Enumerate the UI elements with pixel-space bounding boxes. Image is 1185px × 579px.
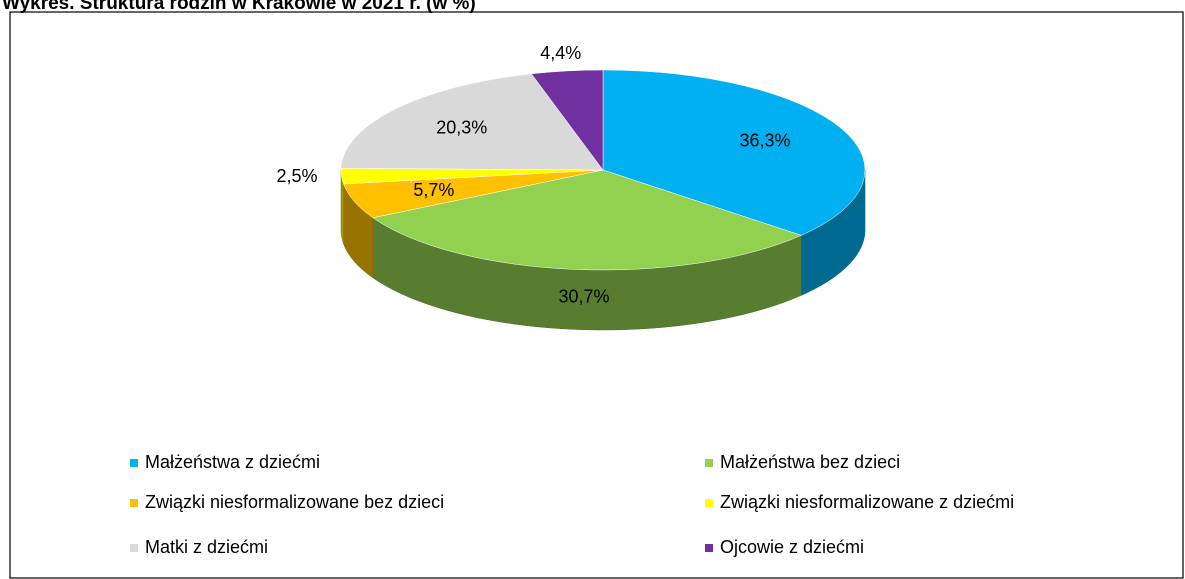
legend-swatch [705, 499, 713, 507]
slice [340, 73, 604, 171]
data-labels: 36,3% 30,7% 5,7% 2,5% 20,3% 4,4% [277, 43, 791, 306]
slice [530, 69, 604, 171]
slice [372, 169, 802, 271]
slice [602, 69, 866, 236]
chart-title: Wykres. Struktura rodzin w Krakowie w 20… [2, 0, 476, 14]
legend-label: Związki niesformalizowane bez dzieci [145, 492, 444, 512]
legend-swatch [130, 499, 138, 507]
legend-label: Małżeństwa z dziećmi [145, 452, 320, 472]
legend-swatch [130, 459, 138, 467]
legend-swatch [705, 544, 713, 552]
legend: Małżeństwa z dziećmi Małżeństwa bez dziec… [130, 452, 1014, 557]
slices [340, 69, 866, 271]
legend-label: Związki niesformalizowane z dziećmi [720, 492, 1014, 512]
data-label: 5,7% [413, 180, 454, 200]
legend-swatch [705, 459, 713, 467]
data-label: 4,4% [540, 43, 581, 63]
legend-label: Matki z dziećmi [145, 537, 268, 557]
data-label: 36,3% [739, 130, 790, 150]
legend-swatch [130, 544, 138, 552]
data-label: 2,5% [277, 166, 318, 186]
data-label: 30,7% [558, 286, 609, 306]
legend-label: Małżeństwa bez dzieci [720, 452, 900, 472]
data-label: 20,3% [436, 117, 487, 137]
legend-label: Ojcowie z dziećmi [720, 537, 864, 557]
